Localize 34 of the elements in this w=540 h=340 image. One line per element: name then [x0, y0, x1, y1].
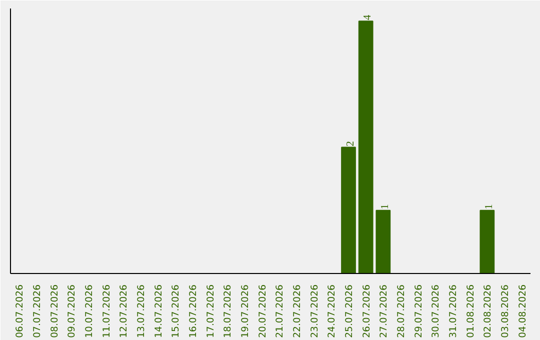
x-tick-label: 13.07.2026 — [136, 284, 147, 338]
x-tick-label: 07.07.2026 — [32, 284, 43, 338]
x-tick-label: 16.07.2026 — [188, 284, 199, 338]
x-tick-label: 24.07.2026 — [326, 284, 338, 338]
data-label: 2 — [345, 140, 356, 146]
x-tick-label: 26.07.2026 — [361, 284, 372, 338]
x-tick-label: 17.07.2026 — [205, 284, 216, 338]
x-tick-label: 01.08.2026 — [465, 284, 476, 338]
x-tick-label: 08.07.2026 — [49, 284, 60, 338]
x-tick-label: 09.07.2026 — [66, 284, 78, 338]
x-tick-label: 30.07.2026 — [430, 284, 442, 338]
x-tick-label: 02.08.2026 — [482, 284, 494, 338]
x-tick-label: 31.07.2026 — [448, 284, 459, 338]
x-tick-label: 25.07.2026 — [344, 284, 355, 338]
x-tick-label: 11.07.2026 — [101, 284, 112, 338]
x-tick-label: 19.07.2026 — [240, 284, 251, 338]
x-tick-label: 06.07.2026 — [14, 284, 26, 338]
x-tick-label: 14.07.2026 — [153, 284, 164, 338]
x-tick-label: 15.07.2026 — [170, 284, 182, 338]
x-tick-label: 20.07.2026 — [257, 284, 268, 338]
x-tick-label: 27.07.2026 — [378, 284, 390, 338]
x-tick-label: 21.07.2026 — [274, 284, 286, 338]
x-tick-label: 12.07.2026 — [118, 284, 130, 338]
x-tick-label: 28.07.2026 — [396, 284, 407, 338]
x-tick-label: 23.07.2026 — [309, 284, 320, 338]
x-tick-label: 10.07.2026 — [84, 284, 95, 338]
x-tick-label: 04.08.2026 — [517, 284, 528, 338]
x-tick-label: 22.07.2026 — [292, 284, 303, 338]
data-label: 1 — [484, 204, 496, 210]
x-tick-label: 29.07.2026 — [413, 284, 424, 338]
x-tick-label: 18.07.2026 — [222, 284, 234, 338]
data-label: 1 — [380, 204, 392, 210]
x-tick-label: 03.08.2026 — [500, 284, 511, 338]
data-label: 4 — [362, 14, 374, 20]
